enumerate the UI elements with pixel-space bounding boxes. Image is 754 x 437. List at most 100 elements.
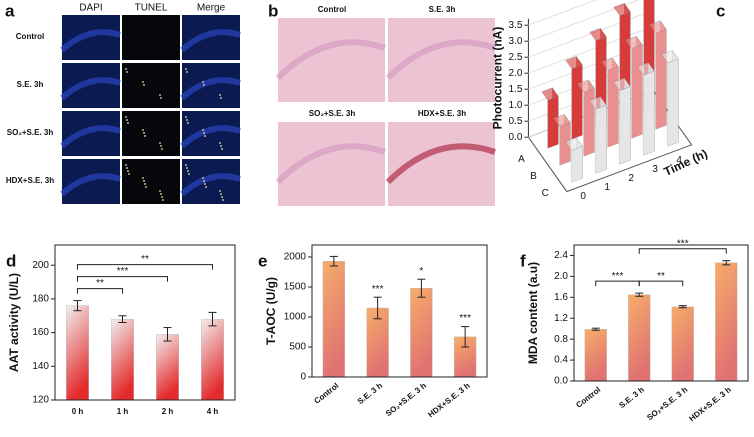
error-bar [417, 278, 426, 298]
bar [577, 79, 595, 157]
row-label: A [518, 154, 525, 165]
bar [715, 262, 738, 382]
panel-letter: d [6, 251, 16, 270]
y-tick-label: 2.4 [554, 250, 568, 261]
error-bar [635, 292, 644, 297]
significance-bracket [638, 280, 684, 287]
micrograph [62, 63, 120, 108]
micrograph [278, 18, 385, 102]
significance: *** [677, 238, 689, 249]
error-bar [118, 315, 127, 323]
tunel-dot [125, 164, 127, 166]
micrograph [278, 122, 385, 206]
x-tick-label: 2 [628, 173, 634, 184]
error-bar [678, 305, 687, 309]
nuclei-band [60, 29, 121, 53]
column-header: DAPI [79, 3, 102, 14]
bar [111, 318, 134, 401]
tunel-dot [186, 71, 188, 73]
y-tick-label: 2000 [284, 252, 307, 263]
significance-bracket [638, 248, 727, 254]
micrograph [182, 63, 240, 108]
nuclei-band [180, 173, 241, 197]
bar-front [631, 44, 643, 139]
bar-front [667, 58, 679, 147]
tunel-dot [219, 142, 221, 144]
tunel-dot [221, 196, 223, 198]
tunel-dot [144, 135, 146, 137]
y-tick-label: 160 [32, 327, 49, 338]
bar [584, 329, 607, 382]
significance: ** [96, 278, 104, 289]
back-grid [528, 25, 654, 74]
tunel-dot [142, 177, 144, 179]
panel-letter: f [520, 251, 526, 270]
x-tick-label: Control [312, 381, 340, 406]
x-tick-label: HDX+S.E. 3 h [426, 381, 471, 419]
bar [671, 306, 694, 382]
error-bar [163, 327, 172, 342]
tunel-dot [186, 167, 188, 169]
z-tick-label: 3.0 [508, 36, 522, 47]
error-bar [722, 260, 731, 266]
z-tick-label: 1.0 [508, 100, 522, 111]
significance-bracket [77, 264, 213, 270]
tunel-dot [127, 170, 129, 172]
x-axis-title: Time (h) [662, 146, 710, 178]
significance: * [419, 266, 423, 277]
column-header: TUNEL [135, 3, 168, 14]
micrograph [388, 18, 495, 102]
y-axis-title: AAT activity (U/L) [7, 273, 21, 372]
y-tick-label: 1.2 [554, 313, 568, 324]
tunel-dot [187, 170, 189, 172]
image-label: SO₂+S.E. 3h [309, 109, 356, 118]
z-tick-label: 2.5 [508, 52, 522, 63]
tunel-dot [126, 167, 128, 169]
significance: *** [372, 284, 384, 295]
tunel-dot [159, 142, 161, 144]
z-tick-label: 3.5 [508, 20, 522, 31]
tunel-dot [205, 186, 207, 188]
tunel-dot [219, 190, 221, 192]
significance: *** [117, 266, 129, 277]
x-tick-label: 0 [580, 191, 586, 202]
tunel-dot [187, 122, 189, 124]
bar [66, 305, 89, 401]
tunel-dot [145, 186, 147, 188]
y-axis-title: T-AOC (U/g) [264, 277, 278, 345]
x-tick-label: S.E. 3 h [617, 385, 645, 410]
image-label: HDX+S.E. 3h [418, 109, 466, 118]
tunel-dot [160, 145, 162, 147]
back-grid [528, 0, 598, 26]
y-tick-label: 1500 [284, 282, 307, 293]
tunel-dot [185, 68, 187, 70]
nuclei-band [60, 125, 121, 149]
bar [661, 50, 679, 147]
bar-front [571, 146, 583, 183]
micrograph [182, 15, 240, 60]
tunel-dot [222, 199, 224, 201]
tunel-dot [219, 94, 221, 96]
error-bar [461, 326, 470, 348]
tunel-dot [161, 148, 163, 150]
image-label: Control [318, 5, 346, 14]
micrograph [122, 15, 180, 60]
y-tick-label: 140 [32, 361, 49, 372]
tunel-dot [127, 122, 129, 124]
y-tick-label: 1.6 [554, 292, 568, 303]
panel-letter: c [716, 1, 725, 20]
y-tick-label: 500 [289, 342, 306, 353]
error-bar [373, 296, 382, 320]
bar [156, 334, 179, 401]
y-tick-label: 180 [32, 294, 49, 305]
x-tick-label: Control [574, 385, 602, 410]
tunel-dot [142, 81, 144, 83]
tunel-dot [125, 116, 127, 118]
significance: *** [612, 271, 624, 282]
row-label: S.E. 3h [17, 80, 44, 89]
tunel-dot [126, 71, 128, 73]
tunel-dot [159, 190, 161, 192]
tunel-dot [220, 145, 222, 147]
bar [541, 87, 559, 149]
